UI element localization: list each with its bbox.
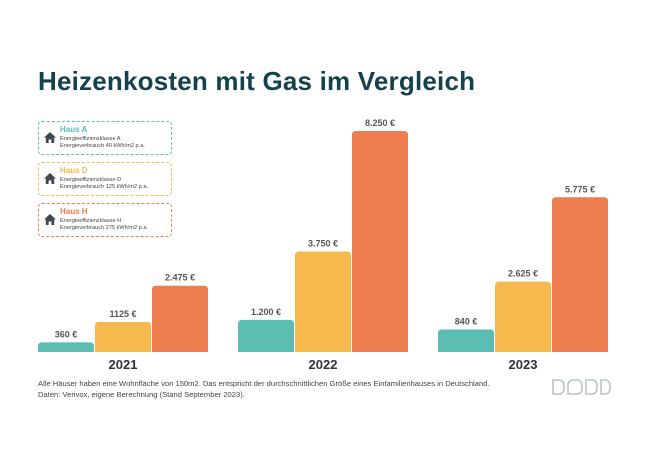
legend-class-text: Energieeffizienzklasse A <box>60 136 121 142</box>
house-icon <box>44 214 56 225</box>
bar-haus-h-2023 <box>552 197 608 352</box>
data-label: 1.200 € <box>251 307 281 317</box>
x-tick-label: 2022 <box>309 357 338 372</box>
footnote-line-1: Alle Häuser haben eine Wohnfläche von 15… <box>38 379 490 388</box>
legend-class-text: Energieeffizienzklasse H <box>60 218 122 224</box>
footnote-line-2: Daten: Verivox, eigene Berechnung (Stand… <box>38 390 245 399</box>
legend-item-haus-h: Haus H Energieeffizienzklasse H Energiever… <box>38 203 172 237</box>
legend-name: Haus D <box>60 166 88 175</box>
legend-consumption-text: Energieverbrauch 125 kWh/m2 p.a. <box>60 184 148 190</box>
bar-haus-d-2022 <box>295 251 351 352</box>
legend-name: Haus A <box>60 125 88 134</box>
house-icon <box>44 173 56 184</box>
data-label: 5.775 € <box>565 184 595 194</box>
bar-haus-h-2021 <box>152 285 208 352</box>
data-label: 2.475 € <box>165 273 195 283</box>
brand-logo <box>552 379 611 395</box>
data-label: 1125 € <box>109 309 136 319</box>
house-icon <box>44 132 56 143</box>
footnote: Alle Häuser haben eine Wohnfläche von 15… <box>38 378 490 400</box>
bar-haus-d-2021 <box>95 321 151 352</box>
bar-haus-h-2022 <box>352 131 408 352</box>
x-tick-label: 2023 <box>509 357 538 372</box>
x-tick-label: 2021 <box>109 357 138 372</box>
bar-haus-d-2023 <box>495 281 551 352</box>
data-label: 840 € <box>455 316 478 326</box>
data-label: 360 € <box>55 329 78 339</box>
legend-consumption-text: Energieverbrauch 275 kWh/m2 p.a. <box>60 225 148 231</box>
bar-haus-a-2023 <box>438 329 494 352</box>
legend-item-haus-d: Haus D Energieeffizienzklasse D Energiever… <box>38 162 172 196</box>
legend-consumption-text: Energieverbrauch 40 kWh/m2 p.a. <box>60 143 145 149</box>
legend-name: Haus H <box>60 207 88 216</box>
legend-item-haus-a: Haus A Energieeffizienzklasse A Energiever… <box>38 121 172 155</box>
bar-haus-a-2022 <box>238 319 294 352</box>
data-label: 8.250 € <box>365 118 395 128</box>
bar-haus-a-2021 <box>38 342 94 352</box>
chart-title: Heizenkosten mit Gas im Vergleich <box>38 66 476 96</box>
data-label: 2.625 € <box>508 269 538 279</box>
data-label: 3.750 € <box>308 239 338 249</box>
legend-class-text: Energieeffizienzklasse D <box>60 177 122 183</box>
